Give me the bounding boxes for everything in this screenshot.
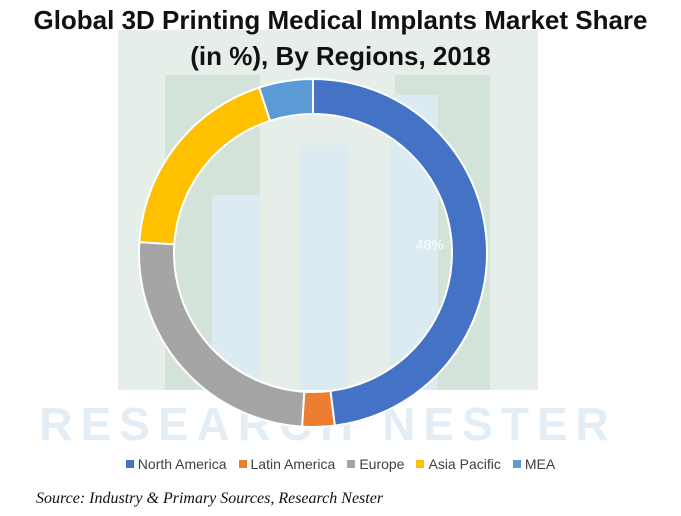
chart-legend: North America Latin America Europe Asia Pac… [0, 456, 681, 472]
legend-swatch [347, 460, 356, 468]
slice-mea [257, 77, 314, 123]
legend-item-north-america: North America [125, 456, 227, 472]
legend-swatch [512, 460, 521, 468]
legend-label: North America [137, 456, 227, 472]
legend-item-asia-pacific: Asia Pacific [416, 456, 501, 472]
source-note: Source: Industry & Primary Sources, Rese… [36, 490, 384, 507]
slice-latin-america [301, 389, 336, 428]
legend-swatch [416, 460, 425, 468]
legend-label: Asia Pacific [428, 456, 501, 472]
data-label-north-america: 48% [416, 237, 444, 253]
chart-title-line-2: (in %), By Regions, 2018 [190, 41, 491, 71]
donut-labels: 48% [416, 237, 444, 253]
legend-item-latin-america: Latin America [238, 456, 336, 472]
legend-item-europe: Europe [347, 456, 404, 472]
legend-label: Europe [359, 456, 405, 472]
donut-slices [138, 77, 488, 428]
legend-swatch [238, 460, 247, 468]
legend-item-mea: MEA [512, 456, 556, 472]
legend-label: Latin America [250, 456, 336, 472]
legend-label: MEA [524, 456, 556, 472]
chart-title: Global 3D Printing Medical Implants Mark… [0, 2, 681, 74]
chart-title-line-1: Global 3D Printing Medical Implants Mark… [33, 5, 648, 35]
legend-swatch [125, 460, 134, 468]
slice-north-america [312, 77, 488, 427]
